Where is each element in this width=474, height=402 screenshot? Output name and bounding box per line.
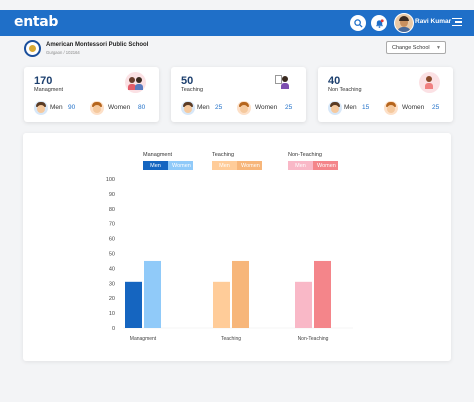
y-tick-label: 90 <box>109 192 115 198</box>
bar-managment-men[interactable] <box>125 281 142 328</box>
y-tick-label: 100 <box>106 177 115 183</box>
chevron-down-icon: ▼ <box>436 45 441 51</box>
women-label: Women <box>255 104 278 111</box>
legend-chip-women[interactable]: Women <box>237 161 262 170</box>
school-name: American Montessori Public School <box>46 42 149 48</box>
boy-avatar-icon <box>34 101 48 115</box>
card-count: 170 <box>34 75 53 87</box>
men-label: Men <box>50 104 63 111</box>
change-school-dropdown[interactable]: Change School ▼ <box>386 41 446 54</box>
change-school-label: Change School <box>392 45 430 51</box>
school-logo <box>24 40 41 57</box>
y-tick-label: 30 <box>109 281 115 287</box>
managment-staff-icon <box>125 72 146 93</box>
hamburger-menu-icon[interactable] <box>452 18 462 27</box>
legend-title: Managment <box>143 152 173 158</box>
y-tick-label: 80 <box>109 207 115 213</box>
x-category-label: Managment <box>130 336 157 342</box>
y-tick-label: 40 <box>109 266 115 272</box>
y-tick-label: 60 <box>109 237 115 243</box>
x-category-label: Teaching <box>221 336 241 342</box>
y-tick-label: 10 <box>109 311 115 317</box>
user-name[interactable]: Ravi Kumar <box>415 18 452 25</box>
stat-card-non-teaching[interactable]: 40 Non Teaching Men 15 Women 25 <box>318 67 453 122</box>
girl-avatar-icon <box>237 101 251 115</box>
men-label: Men <box>344 104 357 111</box>
bar-chart: 0 10 20 30 40 50 60 70 80 90 100 Managment Teaching N… <box>106 177 353 342</box>
y-tick-label: 50 <box>109 252 115 258</box>
school-location: Gurgaon / 102164 <box>46 50 80 55</box>
girl-avatar-icon <box>384 101 398 115</box>
card-title: Non Teaching <box>328 87 362 93</box>
stat-card-teaching[interactable]: 50 Teaching Men 25 Women 25 <box>171 67 306 122</box>
legend-chip-women[interactable]: Women <box>313 161 338 170</box>
legend-chip-men[interactable]: Men <box>143 161 168 170</box>
search-icon[interactable] <box>350 15 366 31</box>
legend-group-managment: Managment Men Women <box>143 152 193 170</box>
men-label: Men <box>197 104 210 111</box>
card-count: 50 <box>181 75 194 87</box>
boy-avatar-icon <box>181 101 195 115</box>
legend-group-non-teaching: Non-Teaching Men Women <box>288 152 338 170</box>
staff-chart-panel: Managment Men Women Teaching Men Women N… <box>23 133 451 361</box>
women-value: 25 <box>285 104 293 111</box>
bar-teaching-men[interactable] <box>213 281 230 328</box>
women-value: 80 <box>138 104 146 111</box>
women-label: Women <box>108 104 131 111</box>
y-tick-label: 20 <box>109 296 115 302</box>
women-value: 25 <box>432 104 440 111</box>
men-value: 25 <box>215 104 223 111</box>
teacher-icon <box>272 72 293 93</box>
card-title: Teaching <box>181 87 204 93</box>
y-tick-label: 70 <box>109 222 115 228</box>
legend-title: Non-Teaching <box>288 152 322 158</box>
notification-bell-icon[interactable] <box>371 15 387 31</box>
legend-group-teaching: Teaching Men Women <box>212 152 262 170</box>
bar-non-teaching-women[interactable] <box>314 260 331 328</box>
legend-chip-men[interactable]: Men <box>212 161 237 170</box>
boy-avatar-icon <box>328 101 342 115</box>
x-category-label: Non-Teaching <box>298 336 329 342</box>
non-teaching-staff-icon <box>419 72 440 93</box>
y-tick-label: 0 <box>112 326 115 332</box>
bar-managment-women[interactable] <box>144 260 161 328</box>
legend-chip-women[interactable]: Women <box>168 161 193 170</box>
card-count: 40 <box>328 75 341 87</box>
legend-chip-men[interactable]: Men <box>288 161 313 170</box>
girl-avatar-icon <box>90 101 104 115</box>
card-title: Managment <box>34 87 64 93</box>
bar-teaching-women[interactable] <box>232 260 249 328</box>
stat-card-managment[interactable]: 170 Managment Men 90 Women 80 <box>24 67 159 122</box>
legend-title: Teaching <box>212 152 235 158</box>
user-avatar[interactable] <box>394 13 414 33</box>
top-navigation-bar: entab Ravi Kumar <box>0 10 474 36</box>
men-value: 15 <box>362 104 370 111</box>
men-value: 90 <box>68 104 76 111</box>
women-label: Women <box>402 104 425 111</box>
bar-non-teaching-men[interactable] <box>295 281 312 328</box>
app-logo[interactable]: entab <box>14 14 59 30</box>
